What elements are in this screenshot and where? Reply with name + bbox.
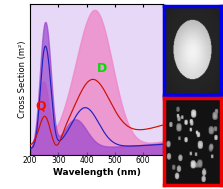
- X-axis label: Wavelength (nm): Wavelength (nm): [52, 168, 140, 177]
- Y-axis label: Cross Section (m²): Cross Section (m²): [18, 41, 27, 118]
- Text: D: D: [96, 62, 107, 75]
- Text: Q: Q: [35, 100, 46, 113]
